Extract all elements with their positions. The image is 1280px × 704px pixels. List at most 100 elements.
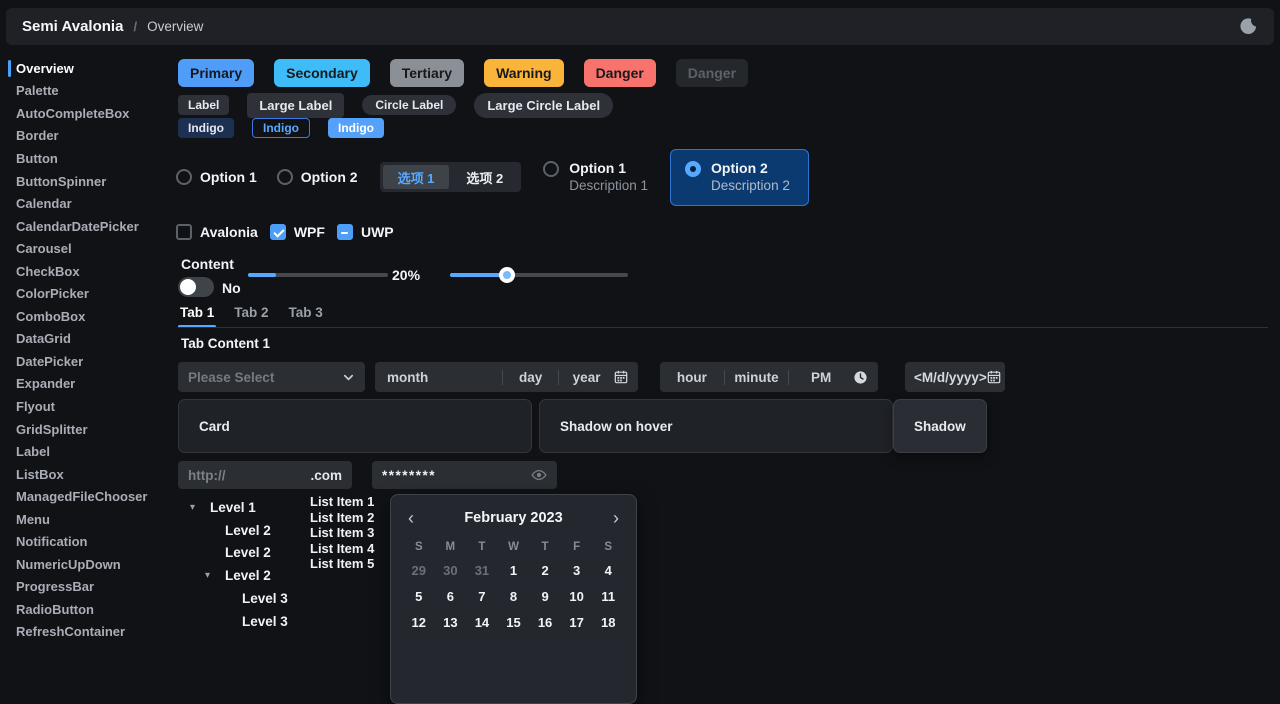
tree-item[interactable]: Level 2 (178, 519, 288, 542)
date-picker-day[interactable]: day (503, 370, 558, 385)
sidebar-item[interactable]: Label (0, 440, 172, 463)
sidebar-item[interactable]: DataGrid (0, 328, 172, 351)
toggle-switch[interactable] (178, 277, 214, 297)
sidebar-item[interactable]: Border (0, 125, 172, 148)
sidebar-item[interactable]: CalendarDatePicker (0, 215, 172, 238)
clock-icon[interactable] (853, 370, 868, 385)
calendar-day[interactable]: 3 (561, 563, 593, 579)
calendar-day[interactable]: 10 (561, 589, 593, 605)
sidebar-item[interactable]: NumericUpDown (0, 553, 172, 576)
showcase-button[interactable]: Primary (178, 59, 254, 87)
radio-option[interactable]: Option 1 (176, 169, 257, 185)
showcase-button[interactable]: Danger (676, 59, 748, 87)
radio-option[interactable]: Option 2 (277, 169, 358, 185)
sidebar-item[interactable]: AutoCompleteBox (0, 102, 172, 125)
list-item[interactable]: List Item 5 (310, 556, 374, 572)
sidebar-item[interactable]: Expander (0, 373, 172, 396)
showcase-button[interactable]: Secondary (274, 59, 370, 87)
sidebar-item[interactable]: ListBox (0, 463, 172, 486)
triangle-down-icon[interactable] (190, 502, 210, 513)
calendar-day[interactable]: 17 (561, 615, 593, 631)
checkbox-option[interactable]: UWP (337, 224, 394, 240)
list-item[interactable]: List Item 3 (310, 525, 374, 541)
sidebar-item[interactable]: RefreshContainer (0, 621, 172, 644)
showcase-button[interactable]: Tertiary (390, 59, 464, 87)
sidebar-item[interactable]: RadioButton (0, 598, 172, 621)
calendar-day[interactable]: 13 (435, 615, 467, 631)
sidebar-item[interactable]: DatePicker (0, 350, 172, 373)
checkbox-option[interactable]: WPF (270, 224, 325, 240)
date-picker-year[interactable]: year (559, 370, 614, 385)
chevron-right-icon[interactable]: › (605, 508, 627, 528)
url-input[interactable]: http:// .com (178, 461, 352, 489)
calendar-day[interactable]: 1 (498, 563, 530, 579)
showcase-button[interactable]: Danger (584, 59, 656, 87)
list-item[interactable]: List Item 4 (310, 541, 374, 557)
calendar-day[interactable]: 30 (435, 563, 467, 579)
sidebar-item[interactable]: ComboBox (0, 305, 172, 328)
sidebar-item[interactable]: Overview (0, 57, 172, 80)
calendar-day[interactable]: 29 (403, 563, 435, 579)
calendar-day[interactable]: 6 (435, 589, 467, 605)
calendar-day[interactable]: 14 (466, 615, 498, 631)
breadcrumb-brand[interactable]: Semi Avalonia (22, 18, 123, 35)
segmented-option[interactable]: 选项 2 (451, 165, 518, 189)
calendar-day[interactable]: 12 (403, 615, 435, 631)
time-picker-hour[interactable]: hour (660, 370, 724, 385)
time-picker[interactable]: hour minute PM (660, 362, 878, 392)
calendar-day[interactable]: 7 (466, 589, 498, 605)
triangle-down-icon[interactable] (205, 570, 225, 581)
radio-card-plain[interactable]: Option 1 Description 1 (543, 159, 648, 195)
theme-toggle-button[interactable] (1239, 17, 1258, 36)
sidebar-item[interactable]: ButtonSpinner (0, 170, 172, 193)
calendar-day[interactable]: 11 (592, 589, 624, 605)
time-picker-minute[interactable]: minute (725, 370, 789, 385)
list-item[interactable]: List Item 2 (310, 510, 374, 526)
calendar-icon[interactable] (614, 370, 628, 384)
eye-icon[interactable] (531, 467, 547, 483)
select-dropdown[interactable]: Please Select (178, 362, 365, 392)
date-picker[interactable]: month day year (375, 362, 638, 392)
sidebar-item[interactable]: Carousel (0, 237, 172, 260)
segmented-option[interactable]: 选项 1 (383, 165, 450, 189)
calendar-date-picker[interactable]: <M/d/yyyy> (905, 362, 1005, 392)
checkbox-option[interactable]: Avalonia (176, 224, 258, 240)
progress-bar[interactable] (248, 273, 388, 277)
tree-item[interactable]: Level 3 (178, 587, 288, 610)
date-picker-month[interactable]: month (375, 370, 502, 385)
radio-card-selected[interactable]: Option 2 Description 2 (670, 149, 809, 206)
calendar-icon[interactable] (987, 370, 1001, 384)
sidebar-item[interactable]: ProgressBar (0, 576, 172, 599)
sidebar-item[interactable]: Button (0, 147, 172, 170)
time-picker-meridiem[interactable]: PM (789, 370, 853, 385)
calendar-day[interactable]: 15 (498, 615, 530, 631)
sidebar-item[interactable]: ManagedFileChooser (0, 485, 172, 508)
slider[interactable] (450, 273, 628, 277)
sidebar-item[interactable]: GridSplitter (0, 418, 172, 441)
tree-item[interactable]: Level 1 (178, 496, 288, 519)
sidebar-item[interactable]: Calendar (0, 192, 172, 215)
calendar-day[interactable]: 2 (529, 563, 561, 579)
tree-item[interactable]: Level 2 (178, 542, 288, 565)
calendar-day[interactable]: 8 (498, 589, 530, 605)
sidebar-item[interactable]: Palette (0, 80, 172, 103)
tab[interactable]: Tab 1 (178, 303, 216, 328)
list-item[interactable]: List Item 1 (310, 494, 374, 510)
tab[interactable]: Tab 3 (287, 303, 325, 328)
calendar-day[interactable]: 31 (466, 563, 498, 579)
password-input[interactable]: ******** (372, 461, 557, 489)
calendar-day[interactable]: 16 (529, 615, 561, 631)
calendar-day[interactable]: 5 (403, 589, 435, 605)
tree-item[interactable]: Level 3 (178, 610, 288, 633)
sidebar-item[interactable]: CheckBox (0, 260, 172, 283)
tree-item[interactable]: Level 2 (178, 564, 288, 587)
slider-thumb[interactable] (499, 267, 515, 283)
sidebar-item[interactable]: ColorPicker (0, 282, 172, 305)
chevron-left-icon[interactable]: ‹ (400, 508, 422, 528)
calendar-day[interactable]: 4 (592, 563, 624, 579)
sidebar-item[interactable]: Menu (0, 508, 172, 531)
sidebar-item[interactable]: Notification (0, 530, 172, 553)
calendar-day[interactable]: 18 (592, 615, 624, 631)
tab[interactable]: Tab 2 (232, 303, 270, 328)
sidebar-item[interactable]: Flyout (0, 395, 172, 418)
